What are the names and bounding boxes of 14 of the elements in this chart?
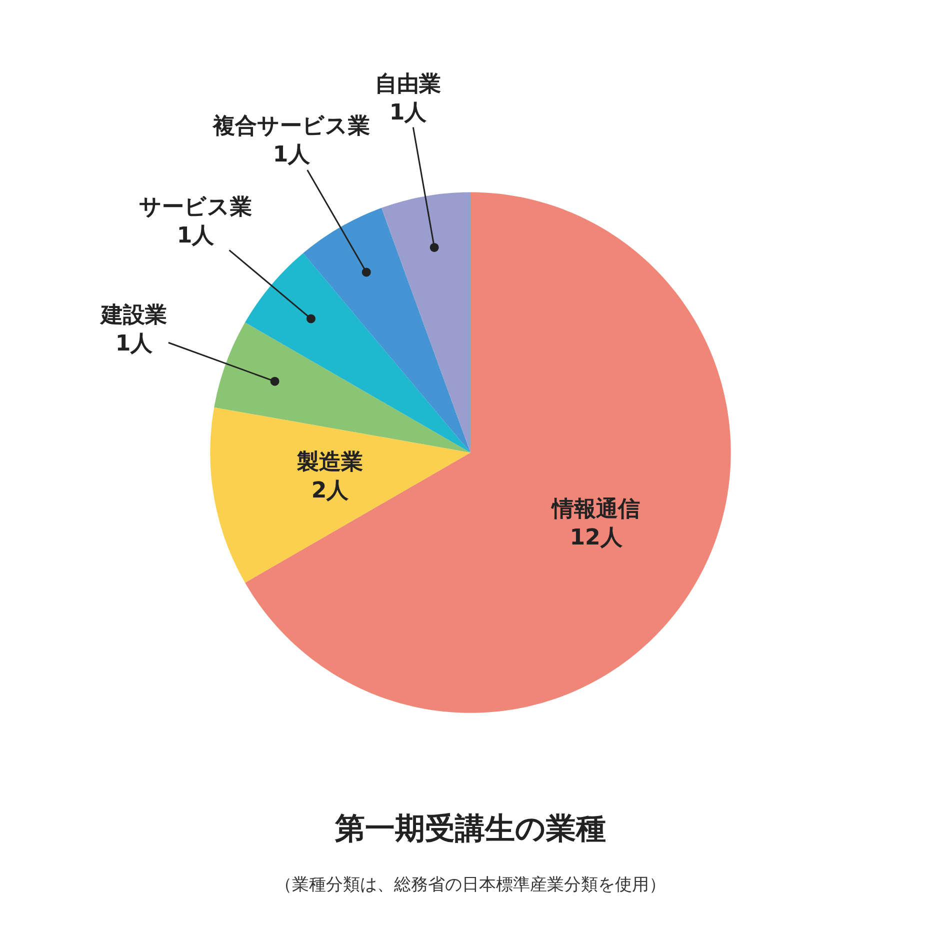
- data-label: 1人: [389, 100, 428, 126]
- data-label: 1人: [272, 142, 312, 168]
- slice-label: 情報通信: [550, 497, 640, 522]
- text: 第一期受講生の業種: [334, 812, 606, 847]
- slice-label: サービス業: [139, 195, 252, 220]
- data-label: 1人: [176, 224, 216, 249]
- text: （業種分類は、総務省の日本標準産業分類を使用）: [275, 875, 666, 895]
- slice-label: 自由業: [375, 72, 441, 97]
- data-label: 12人: [570, 526, 624, 551]
- slice-label: 建設業: [99, 303, 167, 328]
- slice-label: 製造業: [296, 450, 363, 475]
- data-label: 2人: [311, 478, 350, 504]
- data-label: 1人: [115, 332, 154, 357]
- slice-label: 複合サービス業: [212, 114, 370, 139]
